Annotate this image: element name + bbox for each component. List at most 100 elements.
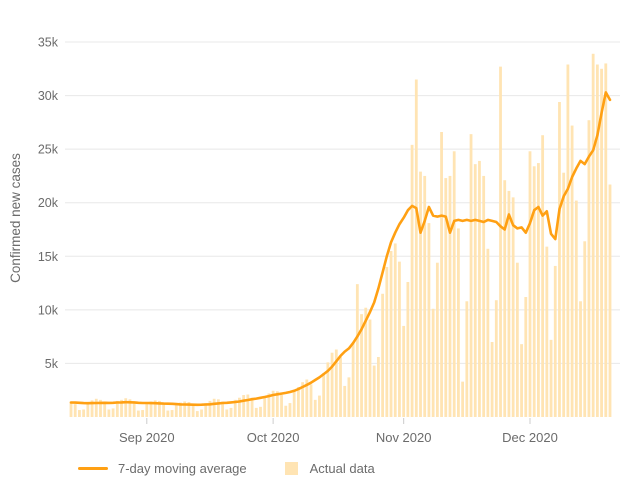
bar (179, 402, 182, 417)
line-swatch-icon (78, 467, 108, 470)
bar (141, 410, 144, 417)
bar (162, 403, 166, 417)
bar (461, 381, 465, 417)
bar (440, 132, 443, 417)
bar (591, 53, 595, 418)
y-tick-label: 10k (38, 303, 59, 317)
bar (595, 64, 599, 417)
bar (562, 172, 566, 417)
bar (494, 300, 498, 417)
bar (541, 135, 545, 417)
bar (398, 261, 401, 417)
bar (600, 68, 603, 418)
bar (212, 398, 216, 417)
bar (170, 410, 174, 417)
bar (69, 401, 73, 417)
bar (120, 399, 123, 417)
bar (528, 151, 532, 418)
bar (145, 403, 149, 417)
bar (423, 175, 427, 417)
bar (254, 407, 258, 417)
bar (200, 409, 203, 417)
bar (115, 400, 119, 417)
bar (587, 120, 591, 417)
bar (326, 362, 330, 417)
bar (238, 397, 241, 417)
bar (124, 398, 128, 417)
bar (136, 410, 140, 417)
bar (558, 102, 561, 417)
bar (452, 151, 456, 418)
bar (482, 175, 486, 417)
legend-label-actual-data: Actual data (309, 461, 375, 476)
bar (347, 377, 351, 417)
bar (448, 175, 452, 417)
bar (107, 409, 111, 417)
legend-item-moving-average[interactable]: 7-day moving average (78, 461, 247, 476)
bar (520, 344, 523, 417)
y-tick-label: 15k (38, 250, 59, 264)
bar (82, 409, 86, 417)
bar (191, 404, 195, 417)
bar (166, 410, 170, 417)
bar (288, 403, 292, 417)
bar (469, 134, 473, 417)
bar (381, 293, 385, 417)
bar (507, 190, 511, 417)
bar (183, 401, 187, 417)
bar (419, 171, 422, 417)
y-tick-label: 5k (45, 357, 59, 371)
bar (275, 391, 279, 417)
bar (322, 373, 326, 417)
legend-label-moving-average: 7-day moving average (118, 461, 247, 476)
bar (296, 387, 300, 417)
bar (570, 125, 574, 418)
bar (545, 246, 549, 417)
bar (128, 399, 132, 417)
bar (368, 319, 372, 417)
y-tick-labels: 5k 10k 15k 20k 25k 30k 35k (38, 36, 59, 371)
bar (532, 166, 536, 417)
bar (216, 399, 220, 417)
bar (263, 396, 267, 417)
x-tick-label: Nov 2020 (376, 430, 432, 445)
bar (604, 63, 608, 418)
legend: 7-day moving average Actual data (78, 461, 375, 476)
y-tick-label: 35k (38, 36, 59, 50)
bar (313, 399, 317, 417)
bar (158, 400, 161, 417)
bar (271, 390, 275, 417)
bar (233, 399, 237, 417)
bar (364, 307, 368, 417)
bar (465, 301, 469, 417)
bar-swatch-icon (284, 462, 298, 475)
bar (503, 180, 507, 417)
bar (511, 197, 515, 417)
bar (309, 384, 313, 417)
bar (305, 379, 309, 417)
bar (351, 343, 355, 417)
bar (339, 357, 342, 417)
bar (246, 394, 250, 417)
bar (490, 342, 494, 417)
bar (435, 262, 439, 417)
y-tick-label: 30k (38, 89, 59, 103)
bar (78, 410, 81, 417)
bar (330, 352, 334, 417)
bar (549, 339, 553, 417)
bar (111, 408, 115, 417)
bar (583, 241, 587, 417)
bar (393, 243, 397, 417)
bar (195, 411, 199, 417)
bar (431, 308, 435, 417)
bar (389, 250, 393, 417)
bar (259, 406, 262, 417)
bar (242, 395, 246, 417)
bar (204, 403, 208, 417)
legend-item-actual-data[interactable]: Actual data (284, 461, 375, 476)
line-series-moving-average (69, 91, 612, 407)
bar (334, 349, 338, 417)
bar (229, 407, 233, 417)
bar (566, 64, 570, 417)
y-axis-title: Confirmed new cases (8, 153, 23, 283)
